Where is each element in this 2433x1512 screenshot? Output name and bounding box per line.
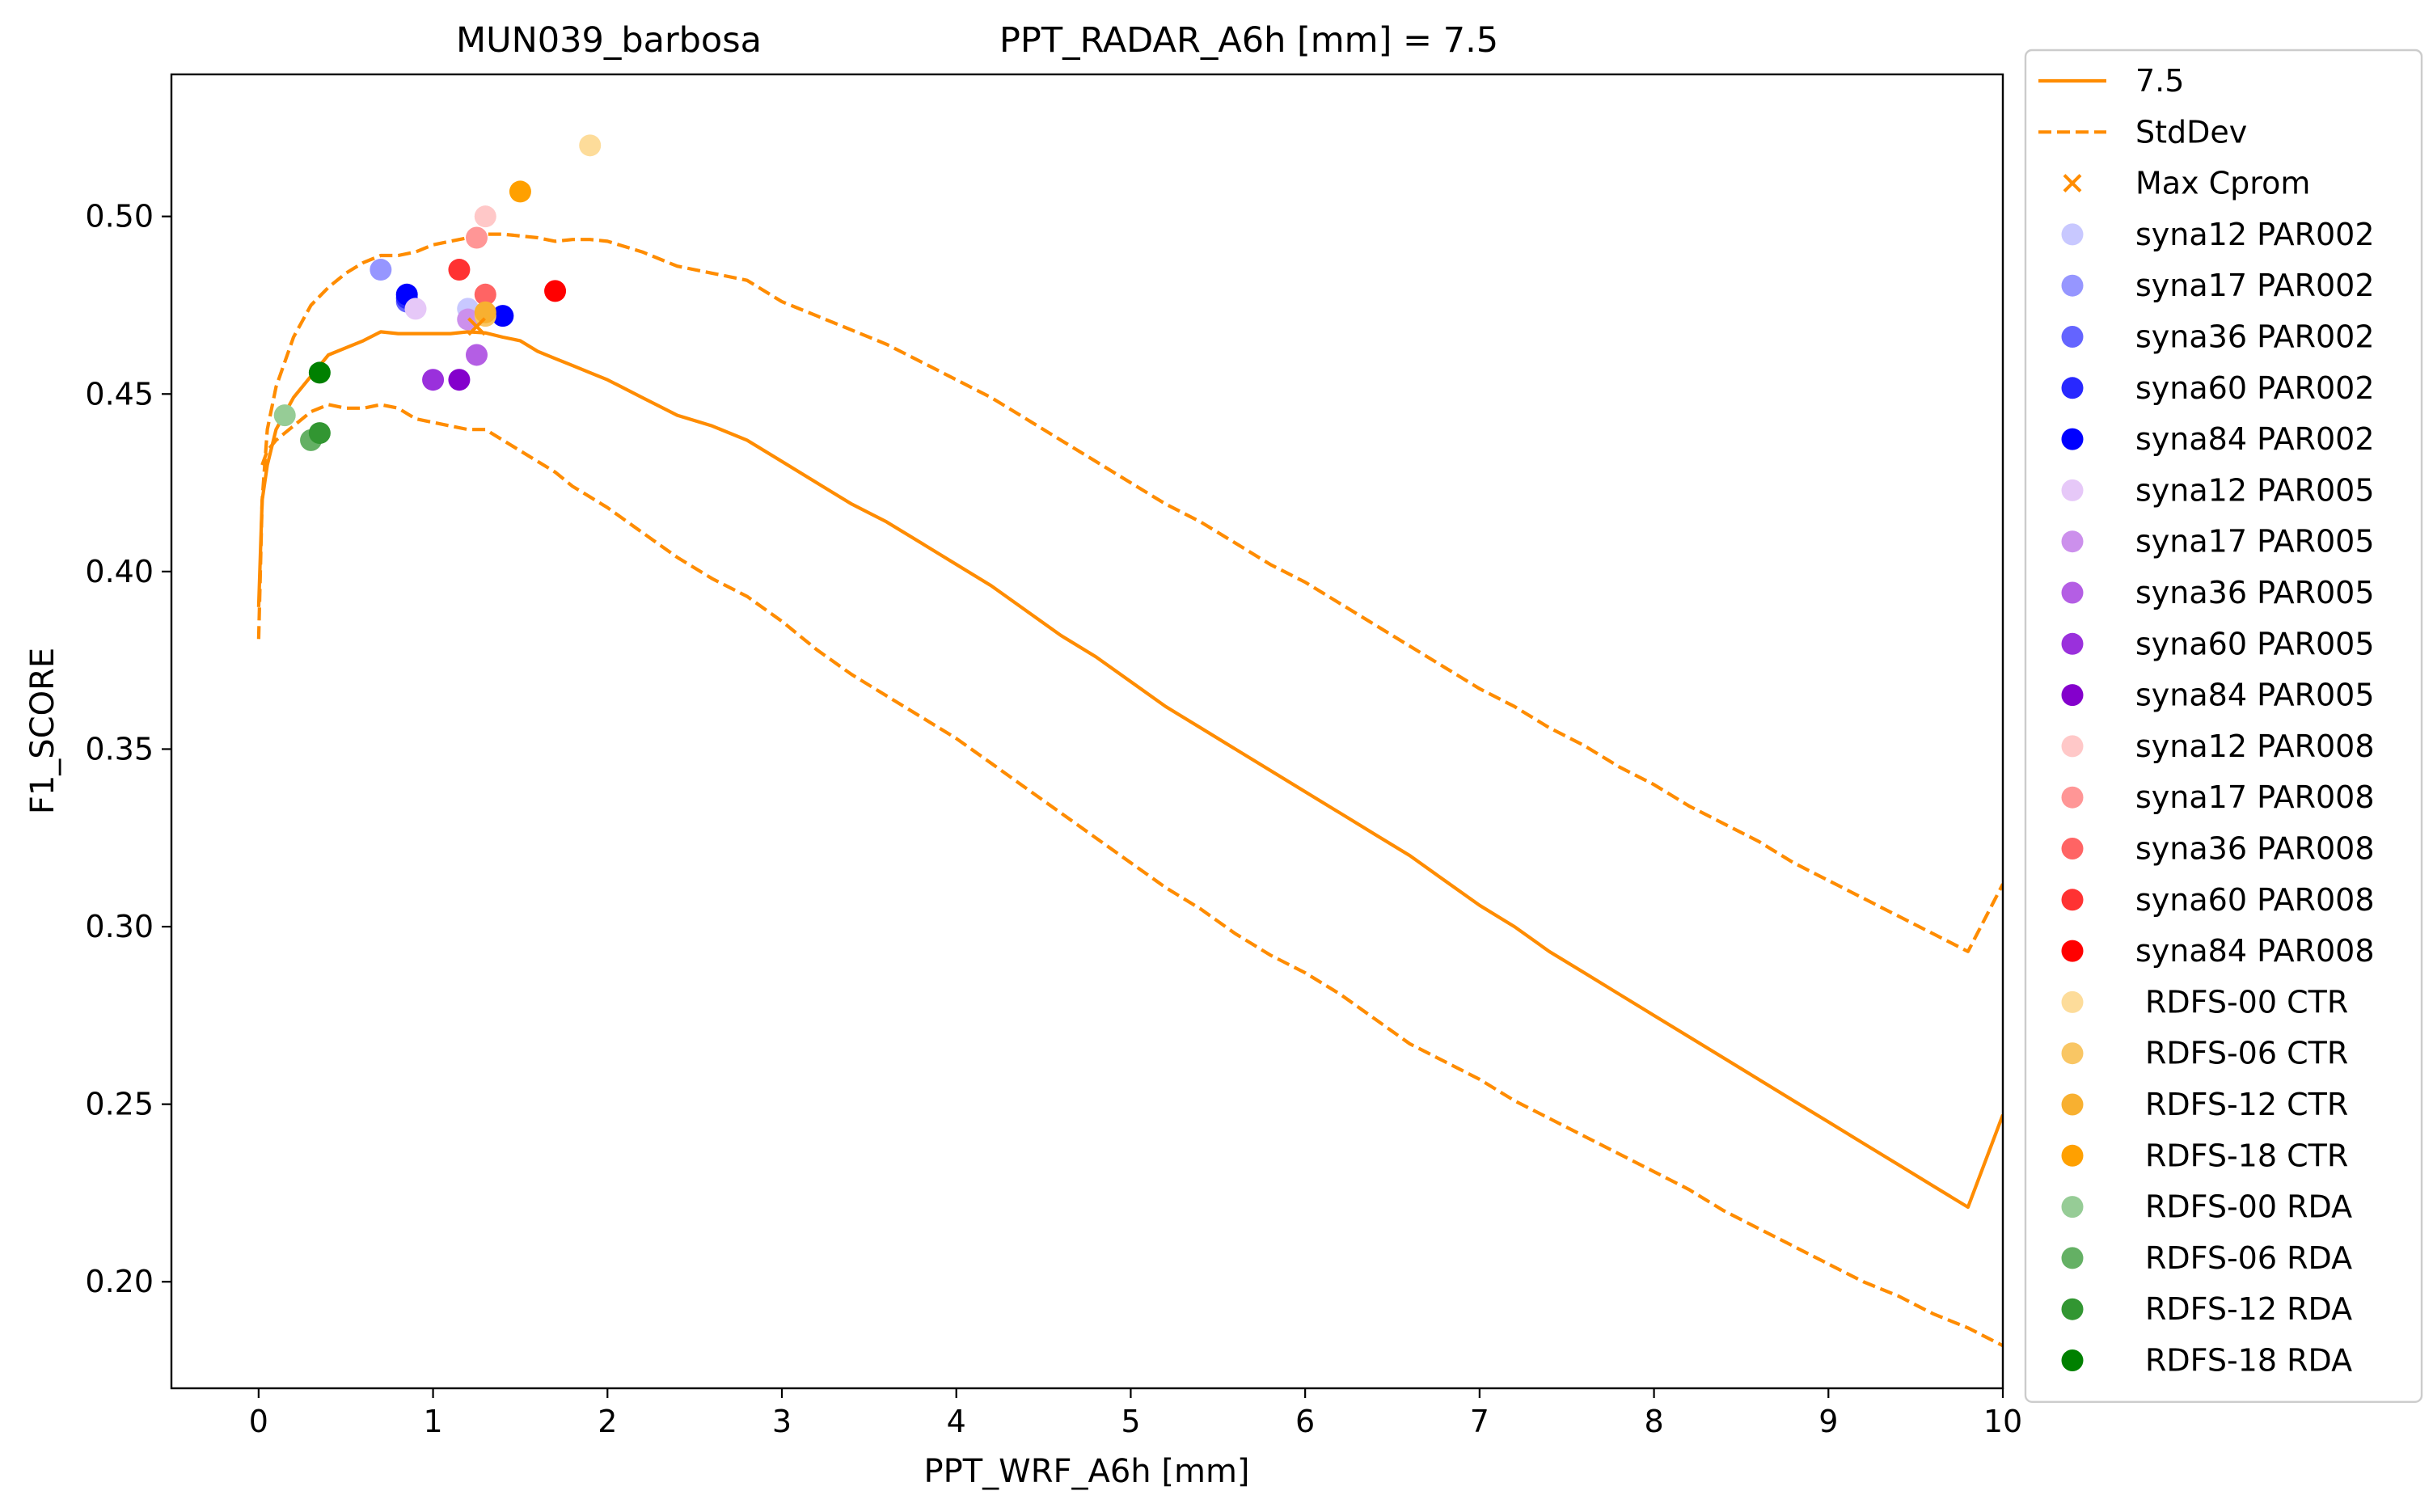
legend-label-19: RDFS-06 CTR bbox=[2145, 1036, 2348, 1071]
legend-label-9: syna17 PAR005 bbox=[2135, 524, 2375, 560]
x-tick-label-2: 2 bbox=[598, 1404, 617, 1439]
legend-label-7: syna84 PAR002 bbox=[2135, 421, 2375, 457]
y-tick-label-3: 0.35 bbox=[85, 731, 154, 767]
legend-swatch-25 bbox=[2061, 1349, 2084, 1371]
scatter-point-7-0 bbox=[466, 344, 488, 366]
legend-swatch-21 bbox=[2061, 1144, 2084, 1167]
y-tick-label-4: 0.40 bbox=[85, 554, 154, 589]
x-tick-label-5: 5 bbox=[1121, 1404, 1140, 1439]
legend-label-3: syna12 PAR002 bbox=[2135, 217, 2375, 252]
series-line-1 bbox=[256, 232, 2003, 953]
x-axis-label: PPT_WRF_A6h [mm] bbox=[923, 1453, 1249, 1490]
legend-box bbox=[2024, 49, 2423, 1404]
legend-swatch-2 bbox=[2063, 174, 2082, 193]
legend-label-20: RDFS-12 CTR bbox=[2145, 1087, 2348, 1122]
legend-label-4: syna17 PAR002 bbox=[2135, 268, 2375, 303]
legend-swatch-12 bbox=[2061, 684, 2084, 707]
y-axis-label: F1_SCORE bbox=[24, 648, 61, 814]
scatter-point-9-0 bbox=[448, 369, 471, 391]
legend-swatch-19 bbox=[2061, 1042, 2084, 1065]
legend-swatch-13 bbox=[2061, 735, 2084, 758]
legend-label-14: syna17 PAR008 bbox=[2135, 779, 2375, 815]
legend-swatch-24 bbox=[2061, 1298, 2084, 1320]
scatter-point-5-0 bbox=[404, 298, 427, 320]
legend-label-6: syna60 PAR002 bbox=[2135, 370, 2375, 406]
legend-swatch-10 bbox=[2061, 581, 2084, 604]
scatter-point-1-0 bbox=[370, 259, 392, 281]
x-tick-label-4: 4 bbox=[947, 1404, 966, 1439]
legend-swatch-5 bbox=[2061, 326, 2084, 348]
legend-label-10: syna36 PAR005 bbox=[2135, 575, 2375, 610]
x-tick-label-8: 8 bbox=[1644, 1404, 1663, 1439]
series-line-2 bbox=[260, 403, 2003, 1348]
x-tick-label-6: 6 bbox=[1295, 1404, 1315, 1439]
legend-swatch-16 bbox=[2061, 889, 2084, 911]
legend-swatch-23 bbox=[2061, 1247, 2084, 1269]
legend-label-0: 7.5 bbox=[2135, 63, 2184, 99]
series-line-0 bbox=[256, 330, 2003, 1210]
x-tick-label-9: 9 bbox=[1818, 1404, 1838, 1439]
scatter-point-11-0 bbox=[466, 226, 488, 249]
legend-label-1: StdDev bbox=[2135, 114, 2247, 150]
x-tick-label-7: 7 bbox=[1470, 1404, 1489, 1439]
x-tick-label-3: 3 bbox=[772, 1404, 792, 1439]
scatter-point-21-0 bbox=[308, 422, 331, 445]
legend-label-16: syna60 PAR008 bbox=[2135, 882, 2375, 918]
x-tick-label-0: 0 bbox=[249, 1404, 268, 1439]
legend-swatch-18 bbox=[2061, 990, 2084, 1013]
y-tick-label-1: 0.25 bbox=[85, 1087, 154, 1122]
legend-label-25: RDFS-18 RDA bbox=[2145, 1343, 2352, 1379]
y-tick-label-5: 0.45 bbox=[85, 376, 154, 412]
y-tick-label-0: 0.20 bbox=[85, 1264, 154, 1299]
legend: 7.5 StdDev Max Cprom syna12 PAR002 syna17 PA… bbox=[2024, 49, 2423, 1404]
legend-label-23: RDFS-06 RDA bbox=[2145, 1240, 2352, 1276]
scatter-point-22-0 bbox=[308, 361, 331, 384]
plot-area bbox=[256, 134, 2003, 1348]
legend-label-24: RDFS-12 RDA bbox=[2145, 1291, 2352, 1327]
max-cprom-marker bbox=[467, 317, 486, 336]
scatter-point-13-0 bbox=[448, 259, 471, 281]
y-tick-label-6: 0.50 bbox=[85, 199, 154, 234]
legend-swatch-8 bbox=[2061, 479, 2084, 501]
legend-label-11: syna60 PAR005 bbox=[2135, 626, 2375, 661]
x-tick-label-1: 1 bbox=[423, 1404, 442, 1439]
chart-title-left: MUN039_barbosa bbox=[456, 20, 762, 61]
legend-label-15: syna36 PAR008 bbox=[2135, 831, 2375, 867]
legend-swatch-3 bbox=[2061, 223, 2084, 246]
legend-swatch-15 bbox=[2061, 838, 2084, 859]
legend-swatch-11 bbox=[2061, 632, 2084, 655]
scatter-point-8-0 bbox=[422, 369, 445, 391]
legend-label-17: syna84 PAR008 bbox=[2135, 933, 2375, 969]
legend-label-8: syna12 PAR005 bbox=[2135, 472, 2375, 508]
scatter-point-14-0 bbox=[544, 280, 567, 302]
legend-label-5: syna36 PAR002 bbox=[2135, 319, 2375, 355]
scatter-point-10-0 bbox=[474, 205, 496, 228]
legend-swatch-6 bbox=[2061, 377, 2084, 399]
axis-ticks: 0 1 2 3 4 5 6 7 8 9 10 0.20 0.25 0.30 0.35 0.40 0.45 0.50 bbox=[85, 199, 2022, 1439]
scatter-point-17-0 bbox=[474, 301, 496, 323]
legend-swatch-22 bbox=[2061, 1196, 2084, 1218]
legend-swatch-9 bbox=[2061, 530, 2084, 553]
chart-title-right: PPT_RADAR_A6h [mm] = 7.5 bbox=[999, 20, 1498, 61]
legend-swatch-4 bbox=[2061, 274, 2084, 297]
legend-swatch-14 bbox=[2061, 786, 2084, 809]
legend-label-13: syna12 PAR008 bbox=[2135, 729, 2375, 764]
scatter-point-18-0 bbox=[509, 180, 531, 203]
legend-label-12: syna84 PAR005 bbox=[2135, 678, 2375, 713]
x-tick-label-10: 10 bbox=[1983, 1404, 2022, 1439]
legend-label-22: RDFS-00 RDA bbox=[2145, 1189, 2352, 1225]
legend-swatch-7 bbox=[2061, 428, 2084, 450]
scatter-point-19-0 bbox=[273, 404, 296, 427]
scatter-point-15-0 bbox=[579, 134, 602, 157]
legend-swatch-20 bbox=[2061, 1093, 2084, 1116]
legend-swatch-17 bbox=[2061, 940, 2084, 962]
plot-frame bbox=[170, 73, 2004, 1390]
y-tick-label-2: 0.30 bbox=[85, 909, 154, 944]
legend-label-2: Max Cprom bbox=[2135, 166, 2310, 201]
legend-label-21: RDFS-18 CTR bbox=[2145, 1138, 2348, 1173]
legend-label-18: RDFS-00 CTR bbox=[2145, 984, 2348, 1020]
scatter-point-12-0 bbox=[474, 283, 496, 306]
scatter-point-4-1 bbox=[492, 305, 514, 327]
